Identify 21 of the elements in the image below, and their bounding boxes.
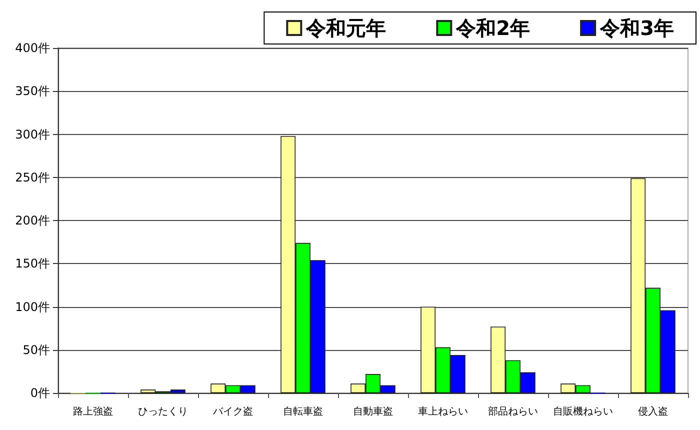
x-tick-label: バイク盗 [212,406,253,418]
legend-label: 令和元年 [305,16,386,40]
y-tick-label: 200件 [15,214,50,228]
y-tick-label: 100件 [15,300,50,314]
x-tick-label: 車上ねらい [418,406,468,418]
x-tick-label: ひったくり [138,406,188,418]
y-tick-label: 350件 [15,84,50,98]
x-tick-label: 路上強盗 [73,406,113,418]
y-tick-label: 300件 [15,127,50,142]
y-tick-label: 250件 [15,170,50,184]
y-tick-label: 0件 [30,386,50,400]
x-tick-label: 自販機ねらい [553,406,613,418]
x-tick-label: 侵入盗 [638,406,668,418]
y-tick-label: 50件 [22,342,50,357]
x-tick-label: 自転車盗 [283,406,323,418]
legend-label: 令和3年 [599,16,674,40]
x-tick-label: 部品ねらい [488,406,538,418]
legend-label: 令和2年 [455,16,530,40]
x-tick-label: 自動車盗 [353,406,393,418]
y-tick-label: 150件 [15,256,50,271]
y-tick-label: 400件 [15,41,50,55]
